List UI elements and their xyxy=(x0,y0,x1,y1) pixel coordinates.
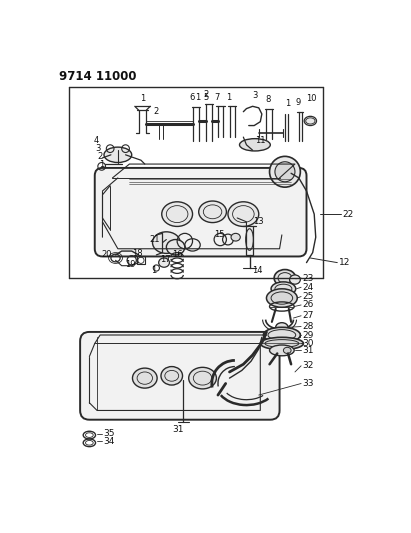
Text: 30: 30 xyxy=(302,339,314,348)
Text: 31: 31 xyxy=(172,425,184,434)
Text: 35: 35 xyxy=(103,429,115,438)
Text: 2: 2 xyxy=(203,90,208,99)
Text: 5: 5 xyxy=(203,93,208,102)
Text: 7: 7 xyxy=(214,93,219,102)
FancyBboxPatch shape xyxy=(80,332,279,419)
Ellipse shape xyxy=(240,139,270,151)
Text: 23: 23 xyxy=(302,273,314,282)
Text: 14: 14 xyxy=(252,266,262,275)
Text: 24: 24 xyxy=(302,283,314,292)
Text: 15: 15 xyxy=(214,230,224,239)
Text: 26: 26 xyxy=(302,301,314,310)
Text: 1: 1 xyxy=(285,100,290,109)
Ellipse shape xyxy=(231,233,240,241)
Text: 8: 8 xyxy=(265,95,270,104)
Text: 11: 11 xyxy=(255,136,266,144)
Text: 16: 16 xyxy=(172,251,182,260)
Ellipse shape xyxy=(266,289,297,308)
Text: 9: 9 xyxy=(296,98,301,107)
Text: 25: 25 xyxy=(302,292,314,301)
Text: 18: 18 xyxy=(132,249,143,258)
Ellipse shape xyxy=(304,116,316,126)
Ellipse shape xyxy=(290,275,300,284)
Ellipse shape xyxy=(274,270,296,287)
Text: 12: 12 xyxy=(339,258,350,267)
Text: 19: 19 xyxy=(125,260,135,269)
Text: 2: 2 xyxy=(97,152,102,161)
Ellipse shape xyxy=(271,282,296,296)
Ellipse shape xyxy=(263,327,300,343)
Ellipse shape xyxy=(284,348,291,353)
Ellipse shape xyxy=(152,232,180,253)
Text: 29: 29 xyxy=(302,330,314,340)
Ellipse shape xyxy=(161,367,182,385)
Text: 34: 34 xyxy=(103,437,115,446)
Ellipse shape xyxy=(166,239,185,255)
Text: 4: 4 xyxy=(94,136,99,146)
Text: 20: 20 xyxy=(101,251,111,260)
Text: 33: 33 xyxy=(302,379,314,388)
Text: 6: 6 xyxy=(189,93,195,102)
Ellipse shape xyxy=(189,367,217,389)
Text: 32: 32 xyxy=(302,361,314,370)
FancyBboxPatch shape xyxy=(95,168,307,256)
Text: 3: 3 xyxy=(253,91,258,100)
Text: 1: 1 xyxy=(195,93,200,102)
Text: 27: 27 xyxy=(302,311,314,320)
Ellipse shape xyxy=(159,258,169,267)
Text: 3: 3 xyxy=(95,144,101,153)
Ellipse shape xyxy=(270,156,300,187)
Text: 1: 1 xyxy=(151,266,156,275)
Ellipse shape xyxy=(132,368,157,388)
Text: 10: 10 xyxy=(307,94,317,103)
Ellipse shape xyxy=(270,345,294,356)
Ellipse shape xyxy=(275,161,295,182)
Ellipse shape xyxy=(228,202,259,227)
Ellipse shape xyxy=(199,201,226,223)
Text: 2: 2 xyxy=(153,107,159,116)
Text: 13: 13 xyxy=(253,216,264,225)
Text: 21: 21 xyxy=(150,235,160,244)
Text: 9714 11000: 9714 11000 xyxy=(58,70,136,83)
Ellipse shape xyxy=(104,147,132,163)
Ellipse shape xyxy=(246,229,253,251)
Text: 28: 28 xyxy=(302,322,314,331)
Text: 31: 31 xyxy=(302,346,314,355)
Text: 17: 17 xyxy=(160,255,171,264)
Text: 1: 1 xyxy=(140,94,145,103)
Text: 22: 22 xyxy=(343,209,354,219)
Ellipse shape xyxy=(276,322,288,332)
Text: 1: 1 xyxy=(99,159,104,168)
Ellipse shape xyxy=(162,202,192,227)
Ellipse shape xyxy=(260,337,303,350)
Text: 1: 1 xyxy=(226,93,232,102)
